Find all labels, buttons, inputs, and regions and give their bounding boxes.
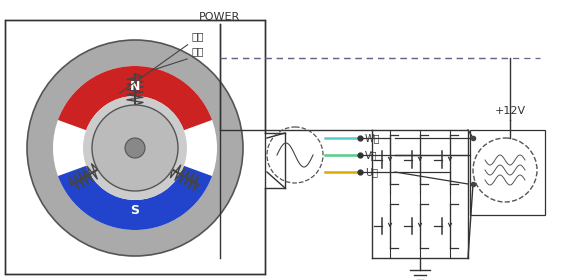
- Circle shape: [92, 105, 178, 191]
- Circle shape: [27, 40, 243, 256]
- Text: 定子: 定子: [192, 46, 204, 56]
- Bar: [470, 130, 545, 215]
- Circle shape: [125, 138, 145, 158]
- Text: POWER: POWER: [200, 12, 241, 22]
- Bar: [5, 20, 265, 274]
- Circle shape: [53, 66, 217, 230]
- Text: U相: U相: [365, 167, 378, 177]
- Text: S: S: [130, 204, 140, 216]
- Wedge shape: [58, 66, 212, 130]
- Circle shape: [83, 96, 187, 200]
- Text: N: N: [130, 80, 140, 92]
- Text: 转子: 转子: [192, 31, 204, 41]
- Wedge shape: [58, 166, 212, 230]
- Text: +12V: +12V: [494, 106, 526, 116]
- Text: W相: W相: [365, 133, 380, 143]
- Text: V相: V相: [365, 150, 377, 160]
